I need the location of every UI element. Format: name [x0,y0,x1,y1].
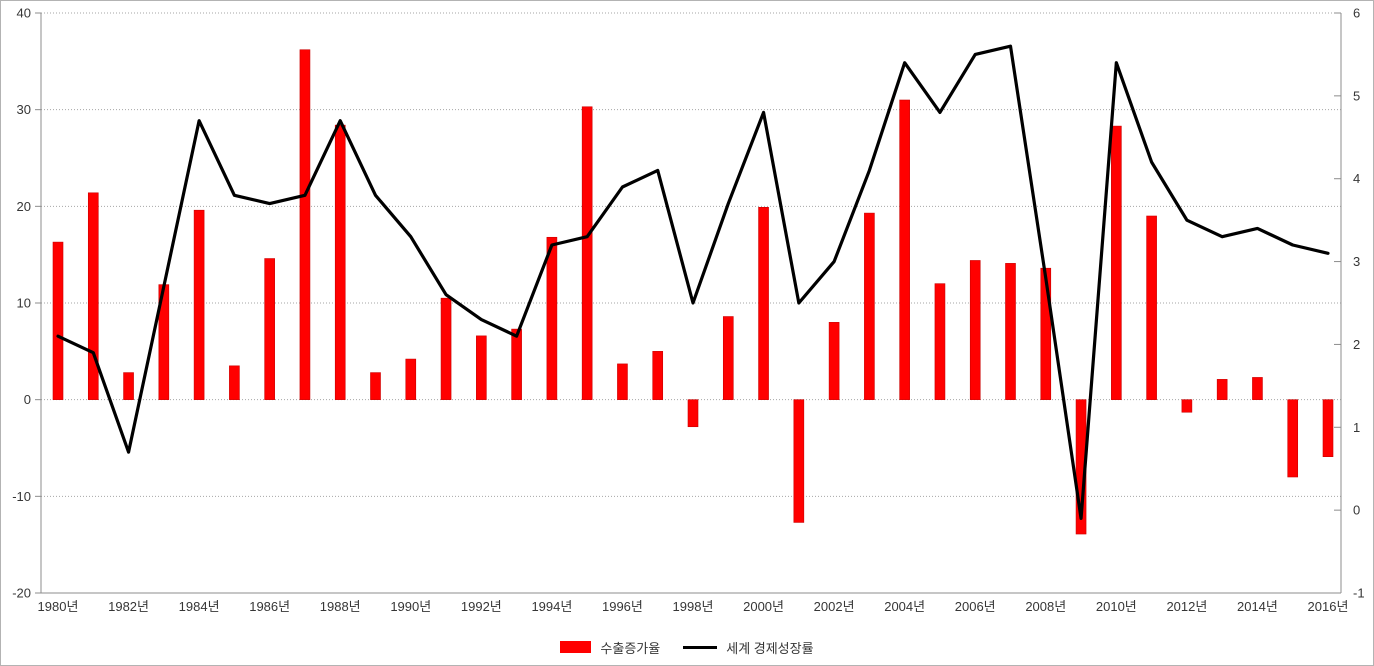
x-axis-tick-label: 2000년 [743,599,784,614]
bar-2004 [899,99,910,400]
bar-1998 [687,399,699,428]
x-axis-tick-label: 2008년 [1025,599,1066,614]
bar-1989 [370,372,381,400]
left-axis-tick-label: 20 [17,199,31,214]
x-axis-tick-label: 2014년 [1237,599,1278,614]
right-axis-tick-label: 0 [1353,503,1360,518]
left-axis-tick-label: 0 [24,392,31,407]
x-axis-tick-label: 1988년 [320,599,361,614]
bar-2013 [1216,379,1228,400]
bar-1996 [617,363,628,400]
bar-2001 [793,399,805,523]
chart-legend: 수출증가율 세계 경제성장률 [1,634,1373,660]
bar-2000 [758,207,769,400]
left-axis-tick-label: 30 [17,102,31,117]
x-axis-tick-label: 1994년 [531,599,572,614]
bar-1991 [440,297,452,400]
bar-1988 [334,124,346,400]
x-axis-tick-label: 1986년 [249,599,290,614]
bar-1986 [264,258,275,400]
bar-2012 [1181,399,1193,413]
left-axis-tick-label: -20 [12,586,31,601]
legend-bar-swatch-icon [560,641,592,653]
right-axis-tick-label: 5 [1353,88,1360,103]
bar-2003 [864,212,875,400]
bar-2010 [1111,125,1122,400]
x-axis-tick-label: 2016년 [1308,599,1349,614]
bar-1984 [193,209,205,400]
right-axis-tick-label: -1 [1353,586,1365,601]
x-axis-tick-label: 2012년 [1166,599,1207,614]
bar-2006 [969,260,981,400]
legend-bar-label: 수출증가율 [600,640,661,656]
bar-1990 [405,358,417,400]
bar-1987 [299,49,311,400]
legend-line-swatch-icon [683,645,718,649]
right-axis-tick-label: 2 [1353,337,1360,352]
x-axis-tick-label: 1984년 [179,599,220,614]
x-axis-tick-label: 2004년 [884,599,925,614]
bar-1995 [581,106,593,400]
left-axis-tick-label: -10 [12,489,31,504]
bar-1993 [511,328,522,400]
x-axis-tick-label: 1990년 [390,599,431,614]
bar-2007 [1005,263,1016,400]
bar-2014 [1252,377,1263,400]
bar-2005 [934,283,946,400]
x-axis-tick-label: 2002년 [814,599,855,614]
right-axis-tick-label: 6 [1353,6,1360,21]
bar-1981 [87,192,99,400]
legend-line-label: 세계 경제성장률 [726,640,814,656]
bar-1999 [722,316,734,400]
x-axis-tick-label: 1982년 [108,599,149,614]
right-axis-tick-label: 1 [1353,420,1360,435]
bar-1997 [652,351,664,400]
world-growth-line [56,44,1330,521]
x-axis-tick-label: 2010년 [1096,599,1137,614]
bar-1994 [546,236,558,400]
left-axis-tick-label: 10 [17,296,31,311]
left-axis-tick-label: 40 [17,6,31,21]
x-axis-tick-label: 1998년 [673,599,714,614]
bar-1980 [52,241,64,400]
bar-2016 [1322,399,1334,457]
bar-2002 [828,322,840,400]
bar-1982 [123,372,134,400]
x-axis-tick-label: 1996년 [602,599,643,614]
bar-2015 [1287,399,1299,478]
x-axis-tick-label: 1980년 [38,599,79,614]
bar-1992 [476,335,487,400]
right-axis-tick-label: 4 [1353,171,1360,186]
x-axis-tick-label: 2006년 [955,599,996,614]
right-axis-tick-label: 3 [1353,254,1360,269]
bar-1985 [229,365,240,400]
x-axis-tick-label: 1992년 [461,599,502,614]
bar-2011 [1146,215,1157,400]
